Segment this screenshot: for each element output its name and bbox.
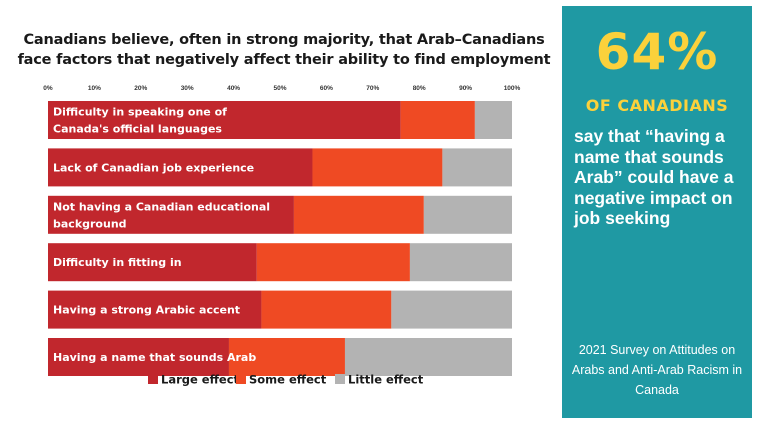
bar-segment-little-effect	[423, 195, 512, 234]
source-note: 2021 Survey on Attitudes on Arabs and An…	[571, 343, 743, 397]
x-tick-label: 40%	[227, 85, 240, 92]
legend-swatch	[335, 374, 345, 384]
highlight-stat: 64%	[595, 23, 719, 81]
bar-segment-some-effect	[261, 290, 392, 329]
bar-segment-some-effect	[312, 148, 443, 187]
bar-segment-little-effect	[344, 338, 512, 376]
side-panel: 64% OF CANADIANS say that “having a name…	[562, 6, 752, 418]
category-label: Difficulty in fitting in	[53, 256, 182, 269]
bar-segment-large-effect	[48, 195, 294, 234]
chart-panel: Canadians believe, often in strong major…	[17, 32, 551, 387]
highlight-subtitle: OF CANADIANS	[585, 96, 729, 115]
category-label: Having a name that sounds Arab	[53, 351, 256, 364]
x-tick-label: 70%	[366, 85, 379, 92]
bar-segment-large-effect	[48, 101, 401, 139]
x-tick-label: 50%	[273, 85, 286, 92]
legend-label: Some effect	[249, 373, 327, 387]
bar-segment-some-effect	[293, 195, 424, 234]
stacked-bar-chart: 0% 10% 20% 30% 40% 50% 60% 70% 80% 90% 100% Diffic…	[43, 85, 521, 387]
bar-segment-some-effect	[256, 243, 410, 282]
x-tick-label: 20%	[134, 85, 147, 92]
x-tick-label: 10%	[88, 85, 101, 92]
category-label: Difficulty in speaking one of	[53, 106, 227, 119]
x-tick-label: 90%	[459, 85, 472, 92]
bar-segment-little-effect	[442, 148, 512, 187]
x-tick-label: 100%	[504, 85, 521, 92]
legend-label: Little effect	[348, 373, 424, 387]
x-tick-label: 60%	[320, 85, 333, 92]
category-label: Having a strong Arabic accent	[53, 304, 240, 317]
bar-segment-large-effect	[48, 338, 229, 376]
chart-title: Canadians believe, often in strong major…	[17, 32, 551, 68]
bar-segment-large-effect	[48, 243, 257, 282]
bar-segment-large-effect	[48, 290, 262, 329]
highlight-quote: say that “having a name that sounds Arab…	[574, 126, 734, 228]
bar-segment-little-effect	[391, 290, 512, 329]
category-label: Canada's official languages	[53, 123, 222, 136]
bar-segment-little-effect	[474, 101, 512, 139]
legend-swatch	[148, 374, 158, 384]
bar-segment-some-effect	[400, 101, 475, 139]
category-label: Not having a Canadian educational	[53, 200, 270, 213]
category-label: Lack of Canadian job experience	[53, 161, 254, 174]
x-tick-label: 0%	[43, 85, 53, 92]
x-tick-label: 80%	[413, 85, 426, 92]
x-tick-label: 30%	[181, 85, 194, 92]
bar-segment-large-effect	[48, 148, 313, 187]
bar-segment-little-effect	[409, 243, 512, 282]
legend-label: Large effect	[161, 373, 240, 387]
bar-segment-some-effect	[228, 338, 345, 376]
category-label: background	[53, 217, 127, 230]
legend-swatch	[236, 374, 246, 384]
